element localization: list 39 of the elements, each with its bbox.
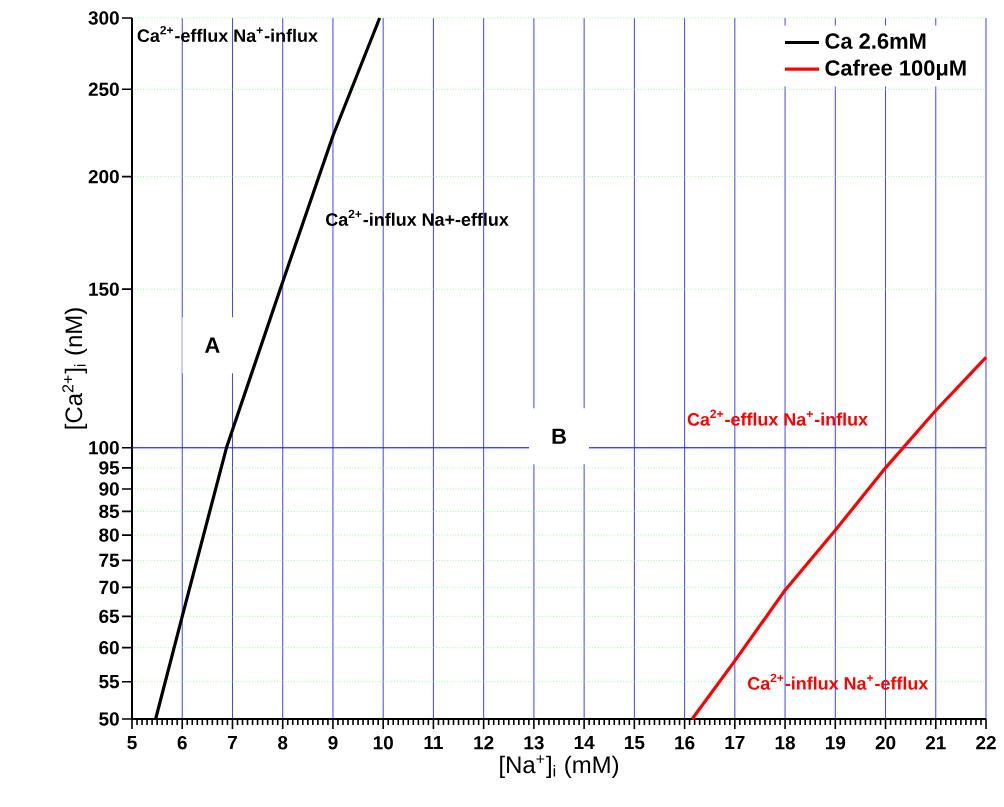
x-tick-label: 15: [625, 735, 645, 750]
y-tick-label: 50: [99, 712, 119, 726]
y-tick-label: 90: [99, 482, 119, 496]
x-tick-label: 5: [127, 735, 137, 750]
y-tick-label: 85: [99, 504, 120, 519]
x-tick-label: 7: [228, 735, 237, 750]
x-tick-label: 8: [278, 736, 288, 750]
y-tick-label: 75: [99, 553, 120, 568]
y-tick-label: 80: [99, 528, 119, 542]
y-tick-label: 150: [89, 282, 119, 296]
legend-label: Cafree 100μM: [825, 59, 966, 80]
y-tick-label: 65: [99, 609, 120, 624]
annotation: B: [552, 428, 566, 444]
y-tick-label: 200: [88, 169, 119, 184]
x-tick-label: 19: [825, 736, 846, 750]
x-tick-label: 6: [177, 736, 187, 750]
y-tick-label: 100: [89, 441, 119, 455]
legend-label: Ca 2.6mM: [825, 33, 926, 49]
x-tick-label: 14: [574, 735, 595, 750]
x-tick-label: 18: [775, 736, 795, 750]
y-tick-label: 70: [99, 580, 119, 595]
x-axis-title: [Na$^{+}$]$_{i}$ (mM): [500, 755, 619, 778]
x-tick-label: 9: [328, 736, 338, 750]
x-tick-label: 22: [976, 736, 996, 750]
x-tick-label: 17: [725, 735, 745, 750]
x-tick-label: 13: [524, 736, 544, 750]
x-tick-label: 16: [675, 736, 695, 750]
y-axis-title: [Ca$^{2+}$]$_{i}$ (nM): [62, 308, 87, 429]
x-tick-label: 20: [875, 736, 896, 750]
y-tick-label: 250: [88, 82, 119, 97]
annotation: A: [205, 337, 220, 353]
x-tick-label: 21: [925, 736, 946, 750]
y-tick-label: 95: [99, 461, 120, 475]
y-tick-label: 300: [88, 11, 119, 25]
x-tick-label: 12: [474, 736, 494, 750]
y-tick-label: 55: [99, 675, 120, 689]
x-tick-label: 10: [373, 736, 393, 750]
x-tick-label: 11: [424, 735, 443, 750]
y-tick-label: 60: [99, 640, 119, 655]
